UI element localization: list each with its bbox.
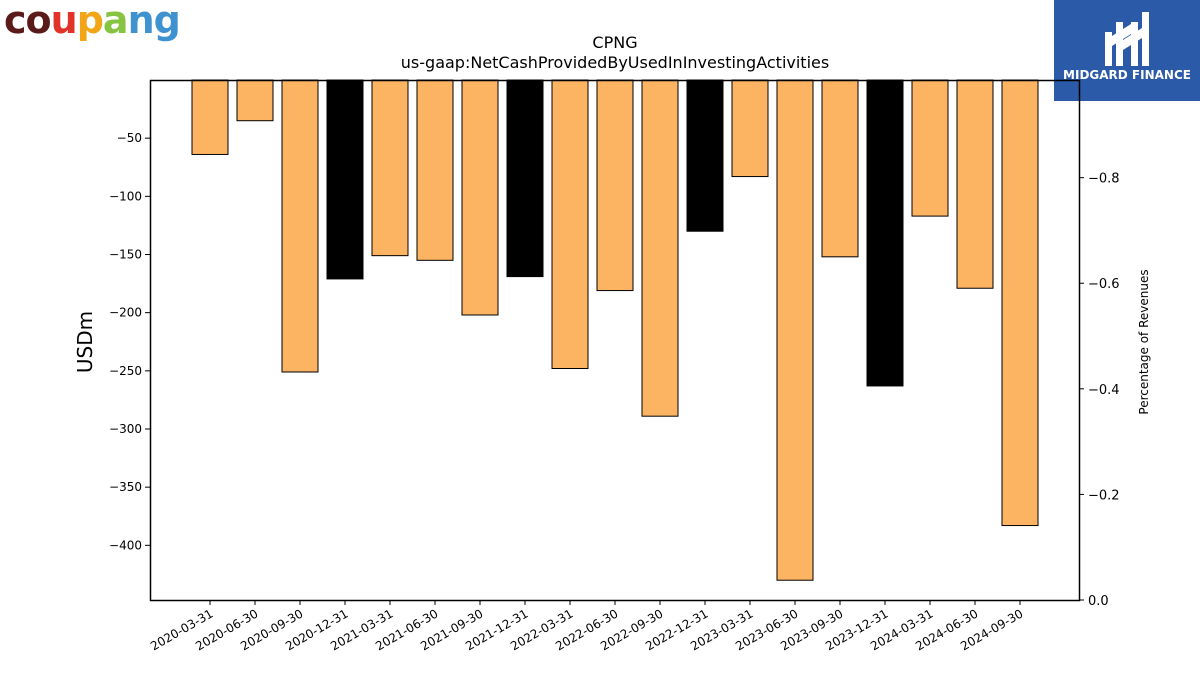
bar-2023-12-31 (866, 79, 904, 387)
logo-letter: a (102, 0, 129, 42)
y-axis: −50 −100 −150 −200 −250 −300 −350 −400 (109, 131, 150, 552)
x-axis: 2020-03-312020-06-302020-09-302020-12-31… (148, 600, 1026, 653)
midgard-mark-icon (1105, 12, 1149, 66)
bars-group (191, 79, 1039, 581)
y2-axis-label: Percentage of Revenues (1137, 269, 1151, 414)
y-tick-label: −100 (109, 189, 142, 203)
bar-2021-09-30 (461, 79, 499, 316)
y-tick-label: −150 (109, 247, 142, 261)
y2-tick-label: −0.6 (1088, 277, 1120, 292)
bar-2022-12-31 (686, 79, 724, 232)
bar-2024-09-30 (1001, 79, 1039, 527)
bar-2024-06-30 (956, 79, 994, 289)
y2-tick-label: −0.2 (1088, 488, 1120, 503)
y-tick-label: −350 (109, 480, 142, 494)
bar-2021-03-31 (371, 79, 409, 257)
logo-letter: n (127, 0, 155, 42)
y2-tick-label: 0.0 (1088, 594, 1109, 609)
chart-subtitle: us-gaap:NetCashProvidedByUsedInInvesting… (401, 53, 829, 72)
bar-2020-09-30 (281, 79, 319, 373)
logo-letter: c (4, 0, 27, 42)
bar-2024-03-31 (911, 79, 949, 217)
y2-tick-label: −0.4 (1088, 383, 1120, 398)
y-tick-label: −50 (117, 131, 142, 145)
logo-letter: u (50, 0, 78, 42)
midgard-finance-logo: MIDGARD FINANCE (1054, 0, 1200, 101)
midgard-finance-label: MIDGARD FINANCE (1063, 68, 1191, 82)
bar-2020-03-31 (191, 79, 229, 155)
bar-2022-06-30 (596, 79, 634, 292)
bar-2023-06-30 (776, 79, 814, 581)
bar-2021-06-30 (416, 79, 454, 261)
bar-2022-03-31 (551, 79, 589, 370)
bar-2020-12-31 (326, 79, 364, 280)
logo-letter: p (76, 0, 104, 42)
bar-2023-09-30 (821, 79, 859, 258)
y2-tick-label: −0.8 (1088, 172, 1120, 187)
logo-letter: o (25, 0, 52, 42)
coupang-logo: coupang (4, 0, 181, 42)
y-tick-label: −300 (109, 422, 142, 436)
bar-2022-09-30 (641, 79, 679, 417)
y-tick-label: −250 (109, 364, 142, 378)
y-tick-label: −400 (109, 538, 142, 552)
y-axis-label: USDm (73, 311, 97, 373)
bar-2023-03-31 (731, 79, 769, 178)
y-tick-label: −200 (109, 306, 142, 320)
bar-2021-12-31 (506, 79, 544, 278)
logo-letter: g (153, 0, 181, 42)
y2-axis: 0.0 −0.2 −0.4 −0.6 −0.8 (1079, 172, 1120, 609)
chart-title: CPNG (592, 33, 637, 52)
bar-2020-06-30 (236, 79, 274, 122)
